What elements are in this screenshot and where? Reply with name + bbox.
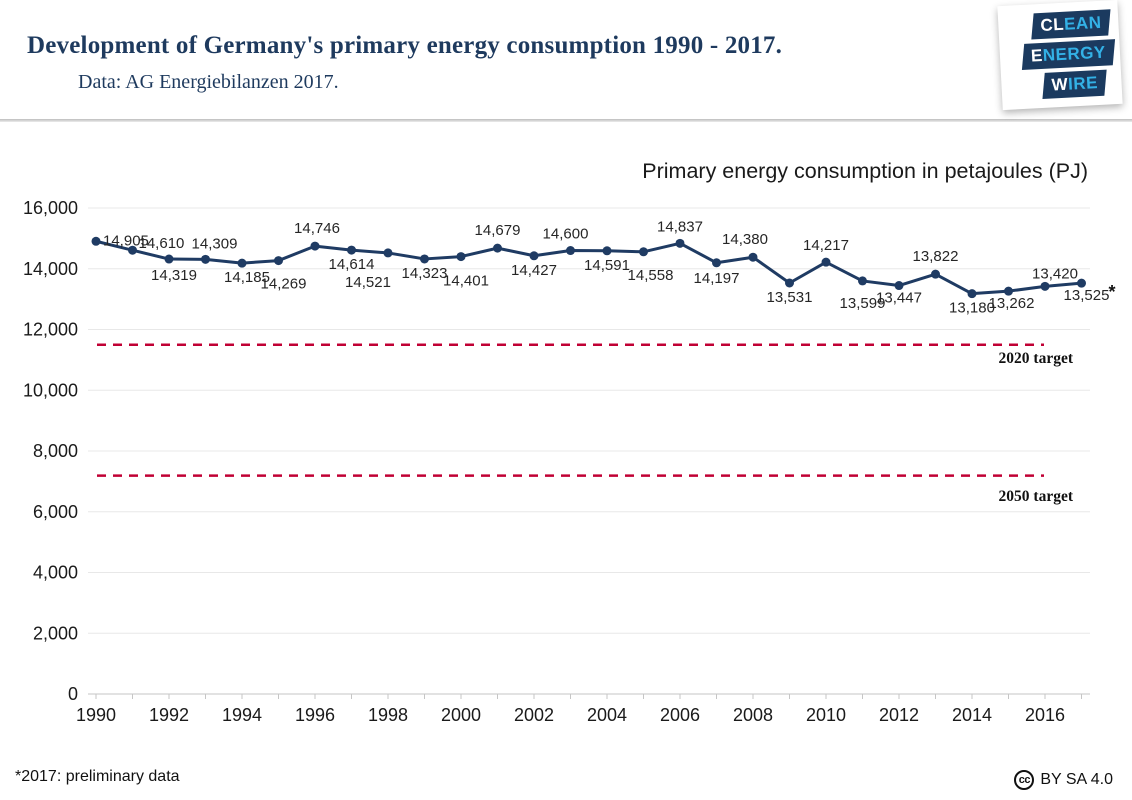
x-axis-label: 2016 [1025,705,1065,725]
y-axis-label: 8,000 [33,441,78,461]
y-axis-label: 4,000 [33,563,78,583]
data-point-label: 14,837 [657,218,703,235]
data-point-label: 14,591 [584,257,630,274]
x-axis-label: 1994 [222,705,262,725]
data-point-label: 14,217 [803,237,849,254]
data-point [347,245,356,255]
preliminary-asterisk: * [1109,282,1116,302]
data-point-label: 14,269 [261,276,307,293]
data-point-label: 13,525 [1064,287,1110,304]
x-axis-label: 2008 [733,705,773,725]
chart-title: Primary energy consumption in petajoules… [642,159,1088,183]
data-point [383,248,393,258]
data-point [201,254,210,264]
x-axis-label: 2010 [806,705,846,725]
data-point [821,257,831,267]
y-axis-label: 14,000 [23,259,78,279]
data-point-label: 14,610 [139,235,185,252]
series-line [94,239,1083,296]
data-point-label: 14,401 [443,273,489,290]
data-point-label: 14,679 [475,222,521,239]
data-point-label: 14,185 [224,269,270,286]
data-point [1077,278,1086,288]
target-label-2050: 2050 target [998,487,1073,505]
creative-commons-icon: cc [1014,770,1035,790]
x-axis-label: 1992 [149,705,189,725]
y-axis-label: 6,000 [33,502,78,522]
data-point-label: 13,822 [913,248,959,265]
data-point-label: 14,746 [294,220,340,237]
x-axis-label: 2006 [660,705,700,725]
data-point [566,246,575,256]
data-point [310,241,320,251]
x-axis-label: 1996 [295,705,335,725]
y-axis-label: 0 [68,684,78,704]
x-axis-label: 2000 [441,705,481,725]
data-point-label: 13,180 [949,300,995,317]
data-point-label: 14,558 [628,267,674,284]
x-axis-label: 2012 [879,705,919,725]
x-axis-label: 1990 [76,705,116,725]
data-point [1004,286,1013,296]
data-point-label: 13,447 [876,290,922,307]
data-point [237,258,247,268]
license-text: BY SA 4.0 [1040,771,1113,788]
data-point-label: 14,427 [511,262,557,279]
data-point [748,252,758,262]
data-point-label: 14,600 [543,226,589,243]
y-axis-label: 10,000 [23,380,78,400]
data-point-label: 14,614 [329,256,375,273]
data-point-label: 14,197 [694,270,740,287]
y-axis-label: 2,000 [33,623,78,643]
header-divider [0,119,1132,122]
data-point [456,252,466,262]
data-point [529,251,539,261]
data-point-label: 14,309 [192,235,238,252]
data-source: Data: AG Energiebilanzen 2017. [78,71,339,93]
data-point [785,278,794,288]
data-point [931,269,940,279]
data-point [675,238,685,248]
x-axis-label: 2014 [952,705,992,725]
data-point-label: 13,531 [767,289,813,306]
data-point-label: 14,380 [722,231,768,248]
page-title: Development of Germany's primary energy … [27,32,783,59]
data-point-label: 14,323 [402,265,448,282]
data-point [967,289,977,299]
x-axis-label: 2004 [587,705,627,725]
y-axis-label: 12,000 [23,320,78,340]
data-point [420,254,429,264]
data-point [128,245,137,255]
data-point [1040,281,1050,291]
data-point [493,243,502,253]
footnote: *2017: preliminary data [15,768,180,785]
data-point [602,246,612,256]
data-point [274,256,283,266]
data-point [639,247,648,257]
license-badge: cc BY SA 4.0 [1014,770,1113,790]
data-point-label: 14,521 [345,274,391,291]
data-point [858,276,867,286]
data-point-label: 13,262 [989,295,1035,312]
x-axis-label: 2002 [514,705,554,725]
target-label-2020: 2020 target [998,349,1073,367]
data-point-label: 13,599 [840,295,886,312]
x-axis-label: 1998 [368,705,408,725]
data-point-label: 14,319 [151,267,197,284]
data-point-label: 13,420 [1032,265,1078,282]
data-point [894,281,904,291]
data-point [91,236,101,246]
y-axis-label: 16,000 [23,198,78,218]
data-point [712,258,721,268]
data-point [164,254,174,264]
data-point-label: 14,905 [103,232,149,249]
